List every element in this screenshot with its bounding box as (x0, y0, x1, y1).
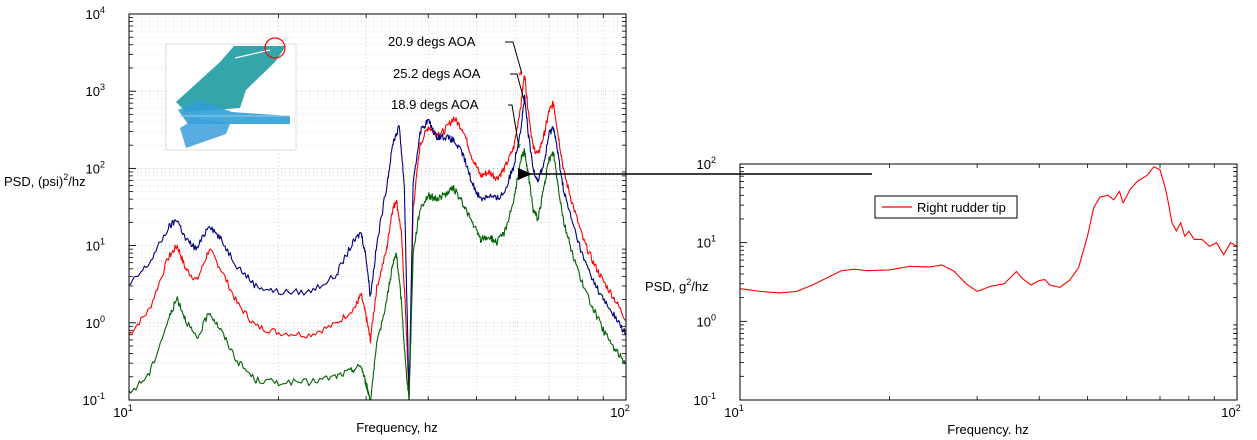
y-tick-exp: -1 (97, 391, 105, 401)
y-tick-exp: 4 (100, 5, 105, 15)
right-y-axis-label: PSD, g2/hz (645, 277, 709, 294)
y-tick-exp: 0 (711, 312, 716, 322)
y-tick-base: 10 (86, 84, 100, 99)
left-grid (129, 14, 626, 400)
y-tick-base: 10 (697, 314, 711, 329)
y-tick-label: 103 (86, 82, 105, 99)
y-tick-base: 10 (694, 393, 708, 408)
left-ylabel-prefix: PSD, (psi) (4, 174, 63, 189)
peak-star-marker: * (518, 69, 523, 83)
x-tick-exp: 1 (739, 403, 744, 413)
y-tick-exp: 3 (100, 82, 105, 92)
right-series-layer (739, 166, 1238, 294)
x-tick-label: 102 (1221, 403, 1240, 420)
series-line-0-1 (128, 94, 627, 398)
right-ylabel-exp: 2 (686, 277, 691, 287)
y-tick-label: 100 (697, 312, 716, 329)
y-tick-base: 10 (697, 157, 711, 172)
rudder-tip-circle (264, 37, 286, 59)
right-x-axis-label: Frequency. hz (947, 422, 1028, 437)
y-tick-base: 10 (697, 236, 711, 251)
y-tick-label: 10-1 (83, 391, 105, 408)
x-tick-exp: 1 (128, 403, 133, 413)
y-tick-label: 100 (86, 314, 105, 331)
y-tick-label: 102 (697, 155, 716, 172)
left-plot-frame (128, 13, 627, 401)
y-tick-base: 10 (86, 7, 100, 22)
rudder-inset-image (165, 37, 297, 151)
y-tick-exp: 2 (711, 155, 716, 165)
y-tick-exp: -1 (708, 391, 716, 401)
annotation-20-9: 20.9 degs AOA (388, 34, 523, 75)
series-line-1-0 (739, 166, 1238, 294)
y-tick-label: 10-1 (694, 391, 716, 408)
y-tick-label: 101 (697, 234, 716, 251)
x-tick-label: 101 (724, 403, 743, 420)
y-tick-exp: 2 (100, 159, 105, 169)
y-tick-base: 10 (86, 161, 100, 176)
series-line-0-0 (128, 75, 627, 398)
left-y-axis-label: PSD, (psi)2/hz (4, 172, 86, 189)
annotation-25-2: 25.2 degs AOA (393, 66, 525, 101)
y-tick-exp: 1 (711, 234, 716, 244)
annotation-text-25-2: 25.2 degs AOA (393, 66, 481, 81)
x-tick-base: 10 (724, 405, 738, 420)
annotation-leader-18-9 (508, 104, 520, 149)
x-tick-exp: 2 (625, 403, 630, 413)
x-tick-label: 101 (113, 403, 132, 420)
y-tick-exp: 1 (100, 237, 105, 247)
x-tick-base: 10 (610, 405, 624, 420)
annotation-leader-20-9 (505, 41, 523, 75)
right-plot-frame (739, 163, 1238, 401)
annotation-text-20-9: 20.9 degs AOA (388, 34, 476, 49)
right-legend: Right rudder tip (874, 195, 1018, 219)
left-ylabel-suffix: /hz (68, 174, 85, 189)
right-ylabel-suffix: /hz (691, 279, 708, 294)
series-line-0-2 (128, 148, 627, 401)
right-ylabel-prefix: PSD, g (645, 279, 686, 294)
y-tick-label: 102 (86, 159, 105, 176)
peak-star-marker-green: * (517, 142, 521, 153)
y-tick-exp: 0 (100, 314, 105, 324)
x-tick-base: 10 (1221, 405, 1235, 420)
x-tick-label: 102 (610, 403, 629, 420)
left-x-axis-label: Frequency, hz (356, 420, 437, 435)
y-tick-base: 10 (86, 316, 100, 331)
x-tick-base: 10 (113, 405, 127, 420)
legend-label-right-rudder-tip: Right rudder tip (917, 200, 1006, 215)
annotation-text-18-9: 18.9 degs AOA (391, 97, 479, 112)
annotation-18-9: 18.9 degs AOA (391, 97, 520, 149)
left-series-layer (128, 75, 627, 401)
y-tick-base: 10 (86, 239, 100, 254)
x-tick-exp: 2 (1236, 403, 1241, 413)
y-tick-label: 104 (86, 5, 105, 22)
left-ylabel-exp: 2 (63, 172, 68, 182)
legend-box (874, 195, 1018, 219)
y-tick-label: 101 (86, 237, 105, 254)
annotation-leader-25-2 (510, 73, 525, 101)
y-tick-base: 10 (83, 393, 97, 408)
